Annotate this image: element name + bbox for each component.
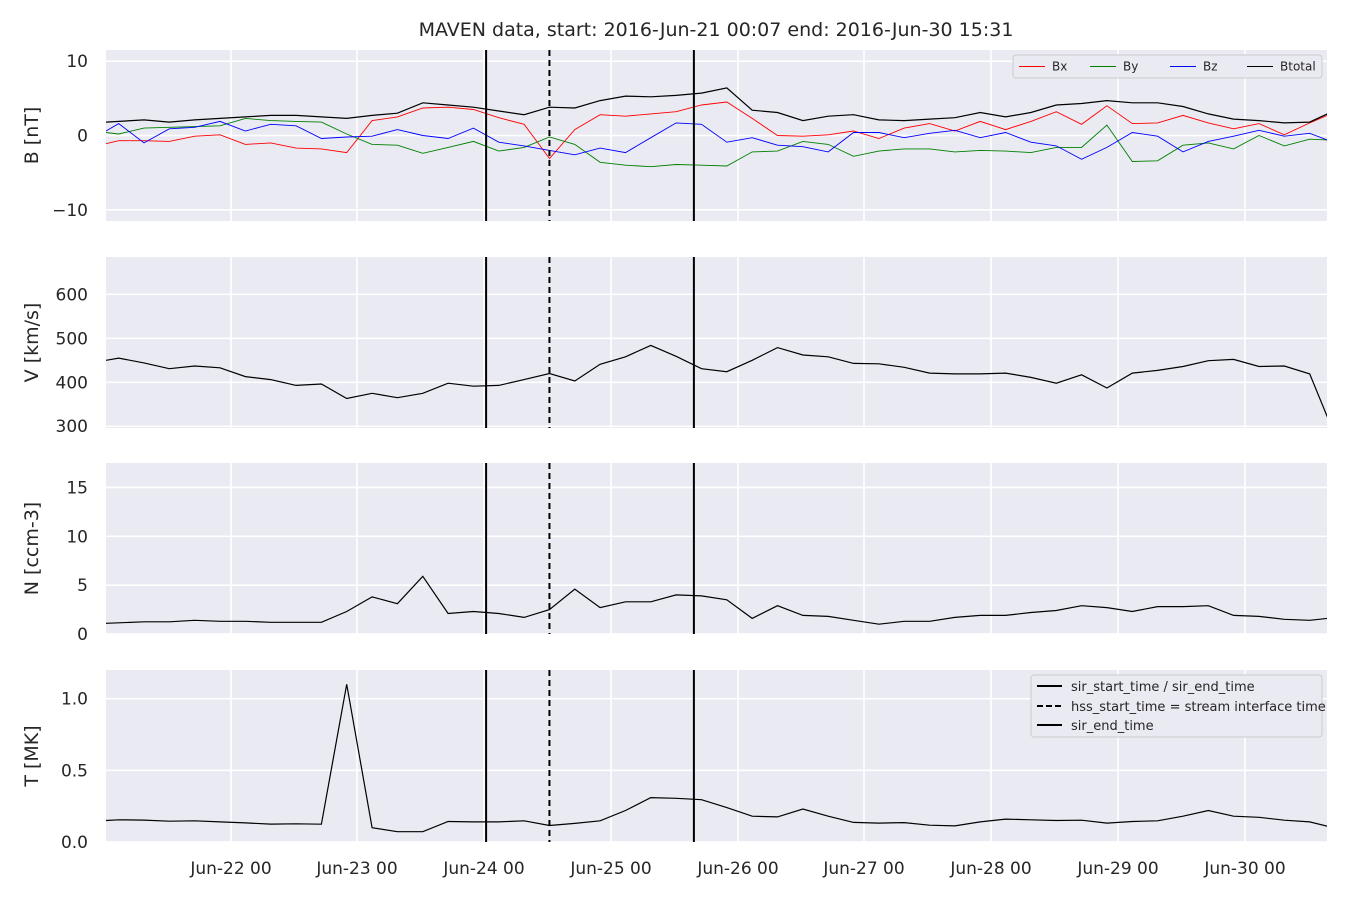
y-tick-label: −10 — [52, 201, 88, 221]
y-tick-label: 10 — [66, 52, 88, 72]
series-group — [106, 344, 1327, 418]
y-tick-label: 500 — [56, 329, 88, 349]
x-tick-label: Jun-25 00 — [569, 859, 651, 879]
y-tick-label: 0.0 — [61, 833, 88, 853]
series-line-t — [106, 684, 1327, 833]
legend-label-event: sir_end_time — [1071, 719, 1154, 734]
x-tick-label: Jun-24 00 — [442, 859, 524, 879]
x-tick-label: Jun-28 00 — [949, 859, 1031, 879]
chart-title: MAVEN data, start: 2016-Jun-21 00:07 end… — [419, 19, 1014, 41]
y-axis-label: B [nT] — [21, 107, 43, 165]
y-tick-label: 0 — [77, 625, 88, 645]
legend-box — [1012, 54, 1323, 79]
panels: −10 0 10 B [nT] 300 400 500 600 V [km/s] 0 5 10 15 N … — [21, 50, 1327, 879]
legend-label-by: By — [1123, 60, 1138, 74]
panel-background — [106, 257, 1327, 428]
x-tick-label: Jun-29 00 — [1076, 859, 1158, 879]
series-line-bx — [106, 101, 1327, 160]
panel-background — [106, 463, 1327, 634]
y-tick-label: 10 — [66, 527, 88, 547]
y-tick-label: 400 — [56, 373, 88, 393]
series-group — [106, 575, 1327, 625]
x-tick-label: Jun-22 00 — [189, 859, 271, 879]
y-axis-label: T [MK] — [21, 725, 43, 787]
x-tick-label: Jun-23 00 — [315, 859, 397, 879]
y-tick-label: 600 — [56, 285, 88, 305]
series-group — [106, 87, 1327, 168]
legend-label-btotal: Btotal — [1280, 60, 1316, 74]
x-tick-label: Jun-26 00 — [696, 859, 778, 879]
legend-label-event: sir_start_time / sir_end_time — [1071, 680, 1255, 695]
panel-3: 0 5 10 15 N [ccm-3] — [21, 463, 1327, 645]
legend-label-event: hss_start_time = stream interface time — [1071, 700, 1326, 715]
legend-b: Bx By Bz Btotal — [1012, 54, 1323, 79]
panel-2: 300 400 500 600 V [km/s] — [21, 257, 1327, 437]
y-tick-label: 5 — [77, 576, 88, 596]
y-tick-label: 15 — [66, 478, 88, 498]
y-tick-label: 0.5 — [61, 761, 88, 781]
series-line-n — [106, 575, 1327, 625]
series-line-by — [106, 117, 1327, 168]
y-axis-label: N [ccm-3] — [21, 502, 43, 595]
legend-box — [1030, 674, 1323, 738]
series-group — [106, 684, 1327, 833]
y-axis-label: V [km/s] — [21, 303, 43, 383]
legend-label-bx: Bx — [1052, 60, 1067, 74]
y-tick-label: 1.0 — [61, 690, 88, 710]
y-tick-label: 0 — [77, 127, 88, 147]
legend-events: sir_start_time / sir_end_time hss_start_t… — [1030, 674, 1326, 738]
x-tick-label: Jun-27 00 — [822, 859, 904, 879]
series-line-btotal — [106, 87, 1327, 124]
y-tick-label: 300 — [56, 417, 88, 437]
legend-label-bz: Bz — [1203, 60, 1218, 74]
x-tick-label: Jun-30 00 — [1203, 859, 1285, 879]
series-line-bz — [106, 120, 1327, 160]
series-line-v — [106, 344, 1327, 418]
